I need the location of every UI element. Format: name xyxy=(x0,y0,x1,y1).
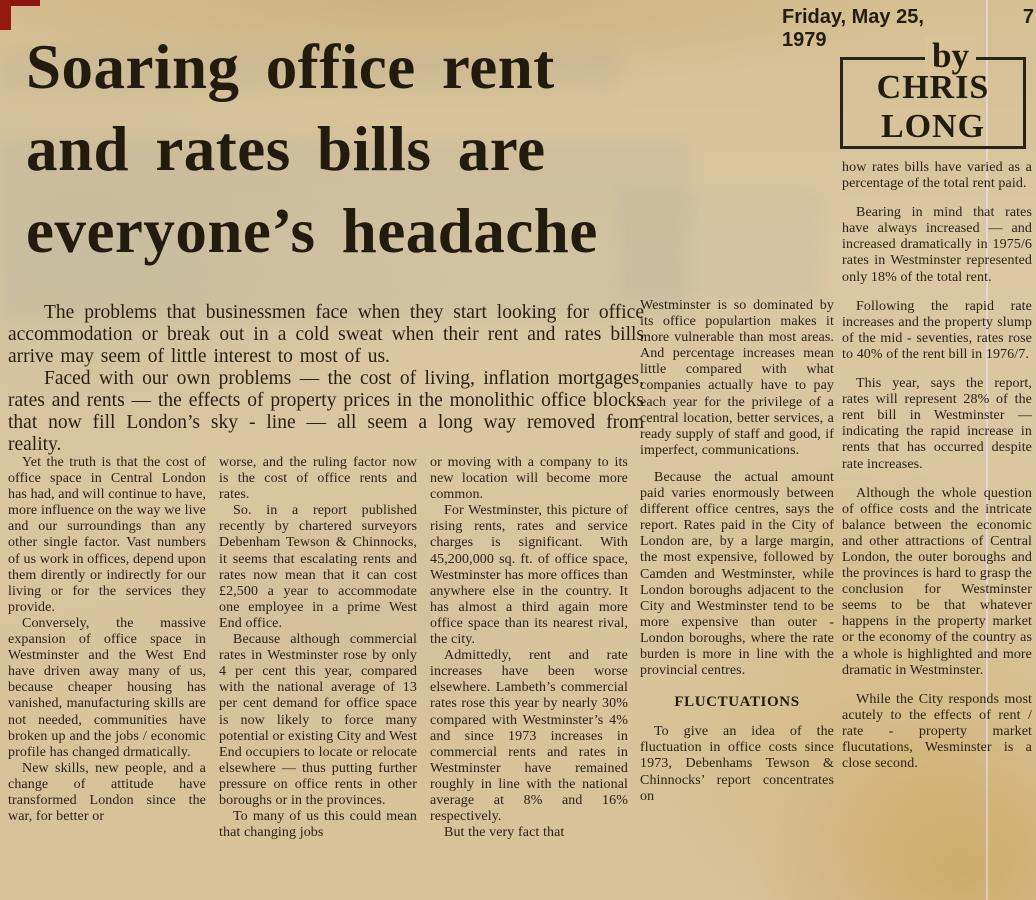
headline: Soaring office rent and rates bills are … xyxy=(26,26,801,272)
body-paragraph: To many of us this could mean that chang… xyxy=(219,809,417,841)
body-paragraph: So. in a report published recently by ch… xyxy=(219,503,417,631)
body-paragraph: Because although commercial rates in Wes… xyxy=(219,632,417,808)
body-paragraph: While the City responds most acutely to … xyxy=(842,691,1032,772)
page-date: Friday, May 25, 1979 xyxy=(782,6,924,51)
headline-line-3: everyone’s headache xyxy=(26,196,598,266)
body-paragraph: Yet the truth is that the cost of office… xyxy=(8,455,206,615)
intro-standfirst: The problems that businessmen face when … xyxy=(8,302,644,456)
article-column-2: worse, and the ruling factor now is the … xyxy=(219,455,417,900)
body-paragraph: Because the actual amount paid varies en… xyxy=(640,469,834,679)
body-paragraph: Bearing in mind that rates have always i… xyxy=(842,205,1032,285)
body-paragraph: or moving with a company to its new loca… xyxy=(430,455,628,503)
article-column-3: or moving with a company to its new loca… xyxy=(430,455,628,900)
body-paragraph: Westminster is so dominated by its offic… xyxy=(640,298,834,458)
print-showthrough-ghost xyxy=(0,140,690,320)
article-column-1: Yet the truth is that the cost of office… xyxy=(8,455,206,900)
article-column-5: how rates bills have varied as a percent… xyxy=(842,160,1032,900)
body-paragraph: Following the rapid rate increases and t… xyxy=(842,298,1032,362)
body-paragraph: New skills, new people, and a change of … xyxy=(8,760,206,825)
page-number: 7 xyxy=(1022,6,1034,28)
red-edge-mark-left xyxy=(0,0,11,30)
intro-paragraph: The problems that businessmen face when … xyxy=(8,302,644,367)
red-edge-mark-top xyxy=(0,0,40,6)
byline-box: by CHRIS LONG xyxy=(840,36,1026,149)
body-paragraph: This year, says the report, rates will r… xyxy=(842,376,1032,472)
print-showthrough-ghost xyxy=(620,190,820,300)
body-paragraph: how rates bills have varied as a percent… xyxy=(842,160,1032,192)
fold-line xyxy=(986,0,988,900)
intro-paragraph: Faced with our own problems — the cost o… xyxy=(8,368,644,455)
body-paragraph: But the very fact that xyxy=(444,825,565,841)
body-paragraph: For Westminster, this picture of rising … xyxy=(430,503,628,648)
body-paragraph: Although the whole question of office co… xyxy=(842,485,1032,678)
headline-line-1: Soaring office rent xyxy=(26,32,555,102)
body-paragraph: Admittedly, rent and rate increases have… xyxy=(430,648,628,825)
body-paragraph: Conversely, the massive expansion of off… xyxy=(8,615,206,760)
subheading-fluctuations: FLUCTUATIONS xyxy=(674,694,800,711)
print-showthrough-ghost xyxy=(0,50,620,90)
body-paragraph: worse, and the ruling factor now is the … xyxy=(219,455,417,503)
body-paragraph: To give an idea of the fluctuation in of… xyxy=(640,724,834,804)
headline-line-2: and rates bills are xyxy=(26,114,546,184)
byline-by-label: by xyxy=(925,36,976,76)
article-column-4: Westminster is so dominated by its offic… xyxy=(640,298,834,900)
byline-last-name: LONG xyxy=(880,108,986,145)
